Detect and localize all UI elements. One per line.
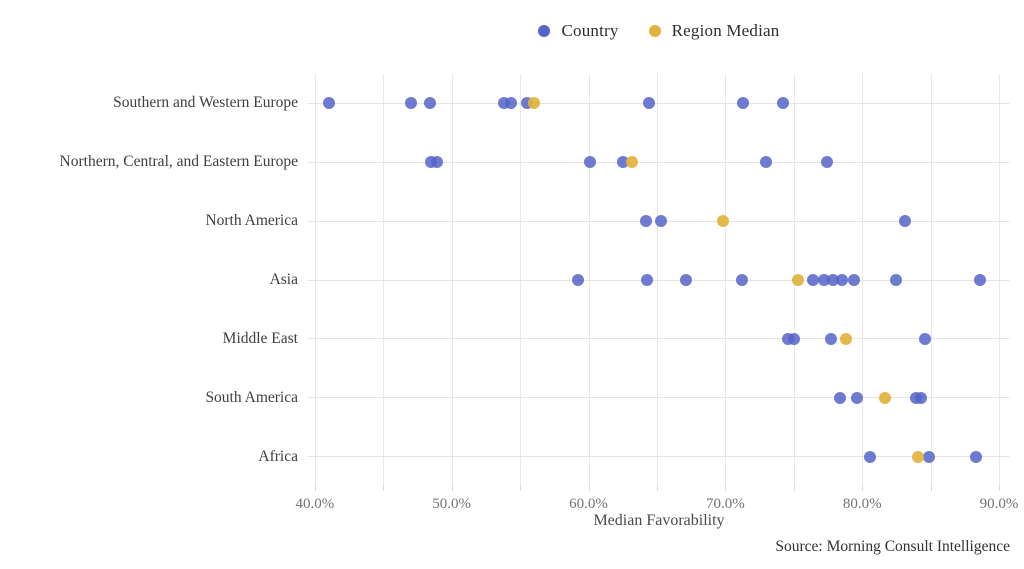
row-label: Middle East — [222, 329, 298, 347]
region-median-legend-dot-icon — [648, 25, 661, 37]
country-dot — [848, 274, 860, 286]
x-tick-label: 40.0% — [295, 496, 335, 512]
row-label: Africa — [258, 447, 298, 465]
country-dot — [890, 274, 903, 286]
country-dot — [776, 97, 789, 110]
row-line — [308, 456, 1010, 458]
country-dot — [969, 450, 982, 463]
country-dot — [824, 332, 837, 345]
country-dot — [898, 215, 911, 228]
x-tick-label: 90.0% — [979, 496, 1019, 512]
country-dot — [737, 97, 750, 110]
axis-tick — [588, 486, 590, 491]
x-tick-label: 60.0% — [569, 496, 608, 512]
country-dot — [850, 391, 863, 404]
legend-label-country: Country — [561, 21, 619, 40]
region-median-dot — [626, 156, 639, 169]
row-line — [308, 161, 1010, 163]
country-dot — [423, 97, 436, 110]
x-tick-label: 70.0% — [705, 496, 745, 512]
row-label: South America — [205, 388, 298, 406]
axis-tick — [999, 486, 1001, 491]
axis-tick — [793, 486, 795, 491]
country-dot — [787, 332, 800, 345]
country-dot — [642, 97, 655, 110]
axis-tick — [656, 486, 658, 491]
country-dot — [571, 274, 584, 286]
axis-tick — [862, 486, 864, 491]
country-dot — [641, 274, 654, 286]
row-label: Northern, Central, and Eastern Europe — [59, 153, 298, 171]
country-dot — [923, 450, 936, 463]
region-median-dot — [912, 450, 925, 463]
country-dot — [820, 156, 833, 169]
plot-area: 40.0% 50.0% 60.0% 70.0% 80.0% 90.0% Southern a… — [60, 74, 1018, 512]
country-dot — [430, 156, 443, 169]
axis-tick — [725, 486, 727, 491]
country-dot — [640, 215, 652, 228]
chart-legend: Country Region Median — [308, 16, 1010, 46]
region-median-dot — [791, 274, 804, 286]
x-tick-label: 80.0% — [842, 496, 882, 512]
row-label: North America — [205, 212, 298, 230]
country-dot — [583, 156, 596, 169]
region-median-dot — [716, 215, 729, 228]
country-dot — [322, 97, 335, 110]
row-line — [308, 279, 1010, 281]
axis-tick — [520, 486, 522, 491]
row-line — [308, 397, 1010, 399]
country-dot — [919, 332, 932, 345]
axis-tick — [314, 486, 316, 491]
axis-tick — [930, 486, 932, 491]
region-median-dot — [879, 391, 892, 404]
row-line — [308, 338, 1010, 340]
axis-tick — [451, 486, 453, 491]
row-label: Southern and Western Europe — [113, 94, 298, 112]
axis-tick — [383, 486, 385, 491]
row-label: Asia — [269, 271, 298, 288]
country-dot — [760, 156, 773, 169]
region-median-dot — [839, 332, 852, 345]
country-dot — [404, 97, 417, 110]
country-dot — [915, 391, 928, 404]
row-line — [308, 102, 1010, 104]
x-axis-title: Median Favorability — [593, 512, 725, 529]
country-dot — [834, 391, 847, 404]
country-dot — [735, 274, 748, 286]
legend-item-region-median: Region Median — [648, 21, 780, 41]
source-note: Source: Morning Consult Intelligence — [775, 538, 1010, 555]
country-dot — [864, 450, 877, 463]
country-dot — [504, 97, 517, 110]
region-median-dot — [527, 97, 540, 110]
legend-label-region-median: Region Median — [671, 21, 780, 40]
x-tick-label: 50.0% — [432, 496, 472, 512]
country-legend-dot-icon — [538, 25, 551, 37]
legend-item-country: Country — [538, 21, 618, 41]
country-dot — [655, 215, 668, 228]
country-dot — [806, 274, 819, 286]
country-dot — [616, 156, 629, 169]
country-dot — [973, 274, 986, 286]
country-dot — [679, 274, 692, 286]
country-dot — [835, 274, 848, 286]
country-dot — [817, 274, 830, 286]
